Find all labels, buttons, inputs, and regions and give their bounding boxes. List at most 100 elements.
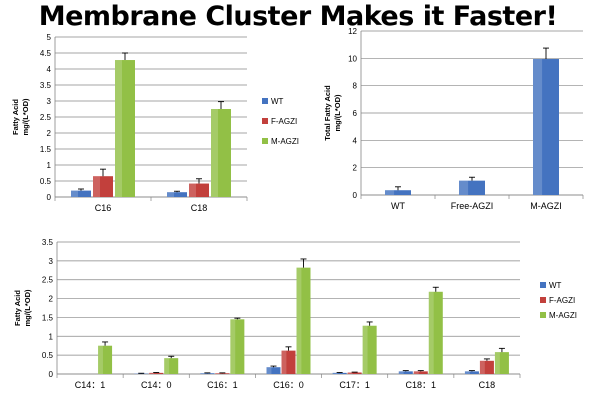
bar-highlight xyxy=(200,373,206,374)
y-axis-label: mg/(L*OD) xyxy=(21,98,30,136)
bar-m-agzi-c16-0 xyxy=(296,267,311,374)
legend-label-wt: WT xyxy=(549,281,562,290)
legend-label-m-agzi: M-AGZI xyxy=(271,137,299,146)
y-tick-label: 3.5 xyxy=(42,238,54,247)
legend-swatch-wt xyxy=(262,98,268,104)
y-tick-label: 10 xyxy=(348,54,357,63)
legend-swatch-wt xyxy=(540,282,546,288)
chart-total-fatty-acid: 0 2 4 6 8 10 12 Total Fatty Acid mg/(L*OD) WT Free… xyxy=(323,27,584,211)
y-tick-label: 2 xyxy=(49,295,54,304)
y-tick-label: 0.5 xyxy=(42,351,54,360)
bar-m-agzi-c17-1 xyxy=(362,325,377,374)
bar-highlight xyxy=(211,109,218,197)
bar-total-wt xyxy=(385,190,411,195)
bar-m-agzi-c18 xyxy=(494,352,509,374)
bar-highlight xyxy=(332,372,338,374)
x-tick-label-wt: WT xyxy=(391,201,405,211)
x-tick-label-c16: C16 xyxy=(95,203,112,213)
bar-highlight xyxy=(494,352,500,374)
bar-highlight xyxy=(167,192,174,197)
bar-highlight xyxy=(215,373,221,374)
bar-highlight xyxy=(385,190,395,195)
y-tick-label: 0 xyxy=(49,370,54,379)
legend-label-wt: WT xyxy=(271,97,284,106)
x-tick-label-c18-1: C18：1 xyxy=(406,380,437,390)
y-tick-label: 6 xyxy=(353,109,358,118)
y-tick-label: 3 xyxy=(49,257,54,266)
bar-highlight xyxy=(479,360,485,374)
chart-fatty-acid-c16-c18: 0 0.5 1 1.5 2 2.5 3 3.5 4 4.5 5 Fatty Acid mg/(L*OD)… xyxy=(11,33,299,213)
x-tick-label-free-agzi: Free-AGZI xyxy=(451,201,494,211)
y-tick-label: 2 xyxy=(353,164,358,173)
y-tick-label: 0.5 xyxy=(40,177,52,186)
bar-f-agzi-c18 xyxy=(479,360,494,374)
bar-highlight xyxy=(115,60,122,197)
y-axis-label: Fatty Acid xyxy=(11,99,20,135)
bar-highlight xyxy=(281,350,287,374)
y-axis-label: mg/(L*OD) xyxy=(333,94,342,132)
bar-wt-c16-0 xyxy=(266,367,281,374)
y-tick-label: 4 xyxy=(353,136,358,145)
x-tick-label-c18: C18 xyxy=(191,203,208,213)
y-tick-label: 4 xyxy=(47,65,52,74)
y-tick-label: 1.5 xyxy=(40,145,52,154)
bar-f-agzi-c17-1 xyxy=(347,372,362,374)
bar-f-agzi-c18 xyxy=(189,183,209,197)
legend-label-f-agzi: F-AGZI xyxy=(271,117,297,126)
y-tick-label: 0 xyxy=(353,191,358,200)
y-tick-label: 0 xyxy=(47,193,52,202)
bar-highlight xyxy=(189,183,196,197)
bar-highlight xyxy=(296,267,302,374)
x-tick-label-c16-0: C16：0 xyxy=(273,380,304,390)
bar-f-agzi-c14-0 xyxy=(149,372,164,374)
bar-highlight xyxy=(428,291,434,374)
bar-f-agzi-c16-0 xyxy=(281,350,296,374)
y-tick-label: 3 xyxy=(47,97,52,106)
y-tick-label: 1 xyxy=(47,161,52,170)
bar-m-agzi-c14-1 xyxy=(98,345,113,374)
x-tick-label-c14-1: C14：1 xyxy=(75,380,106,390)
bar-highlight xyxy=(230,319,236,374)
legend-swatch-f-agzi xyxy=(540,297,546,303)
bar-highlight xyxy=(93,176,100,197)
y-tick-label: 12 xyxy=(348,27,357,36)
y-tick-label: 2 xyxy=(47,129,52,138)
slide-title: Membrane Cluster Makes it Faster! xyxy=(38,1,558,32)
bar-f-agzi-c18-1 xyxy=(413,371,428,374)
legend-swatch-m-agzi xyxy=(540,312,546,318)
y-tick-label: 4.5 xyxy=(40,49,52,58)
bar-m-agzi-c14-0 xyxy=(164,358,179,374)
y-tick-label: 3.5 xyxy=(40,81,52,90)
y-tick-label: 8 xyxy=(353,82,358,91)
bar-highlight xyxy=(164,358,170,374)
bar-total-free-agzi xyxy=(459,180,485,195)
bar-f-agzi-c16 xyxy=(93,176,113,197)
legend-swatch-m-agzi xyxy=(262,138,268,144)
x-tick-label-c18: C18 xyxy=(479,380,496,390)
bar-wt-c17-1 xyxy=(332,372,347,374)
bar-wt-c16-1 xyxy=(200,373,215,374)
y-tick-label: 1 xyxy=(49,332,54,341)
bar-highlight xyxy=(464,371,470,374)
bar-f-agzi-c16-1 xyxy=(215,373,230,374)
bar-wt-c18-1 xyxy=(398,371,413,374)
y-axis-label: Total Fatty Acid xyxy=(323,85,332,141)
legend-label-m-agzi: M-AGZI xyxy=(549,311,577,320)
bar-highlight xyxy=(413,371,419,374)
legend-label-f-agzi: F-AGZI xyxy=(549,296,575,305)
y-axis-label: Fatty Acid xyxy=(13,290,22,326)
bar-highlight xyxy=(533,59,543,196)
bar-m-agzi-c16 xyxy=(115,60,135,197)
bar-highlight xyxy=(362,325,368,374)
bar-wt-c16 xyxy=(71,190,91,197)
y-axis-label: mg/(L*OD) xyxy=(23,289,32,327)
bar-highlight xyxy=(459,180,469,195)
x-tick-label-m-agzi: M-AGZI xyxy=(530,201,562,211)
bar-wt-c18 xyxy=(167,192,187,197)
y-tick-label: 2.5 xyxy=(42,276,54,285)
bar-highlight xyxy=(347,372,353,374)
y-tick-label: 5 xyxy=(47,33,52,42)
bar-m-agzi-c16-1 xyxy=(230,319,245,374)
legend-swatch-f-agzi xyxy=(262,118,268,124)
x-tick-label-c14-0: C14：0 xyxy=(141,380,172,390)
